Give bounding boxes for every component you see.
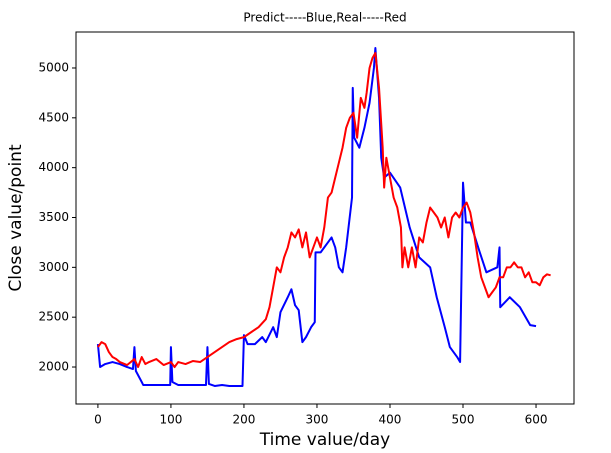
plot-frame: [75, 31, 575, 405]
y-tick-label: 3500: [38, 210, 69, 224]
y-tick-label: 2000: [38, 360, 69, 374]
y-tick-label: 4500: [38, 110, 69, 124]
x-tick-label: 0: [94, 413, 102, 427]
x-axis-label: Time value/day: [259, 430, 390, 450]
x-tick-label: 100: [159, 413, 182, 427]
y-tick-label: 2500: [38, 310, 69, 324]
series-line: [97, 52, 551, 369]
chart-title: Predict-----Blue,Real-----Red: [243, 11, 406, 25]
y-tick-label: 5000: [38, 60, 69, 74]
series-line: [96, 47, 537, 387]
x-tick-label: 600: [525, 413, 548, 427]
x-tick-label: 400: [379, 413, 402, 427]
y-tick-label: 4000: [38, 160, 69, 174]
x-tick-label: 300: [306, 413, 329, 427]
y-tick-label: 3000: [38, 260, 69, 274]
x-tick-label: 200: [232, 413, 255, 427]
x-tick-label: 500: [452, 413, 475, 427]
y-axis-label: Close value/point: [6, 144, 26, 292]
